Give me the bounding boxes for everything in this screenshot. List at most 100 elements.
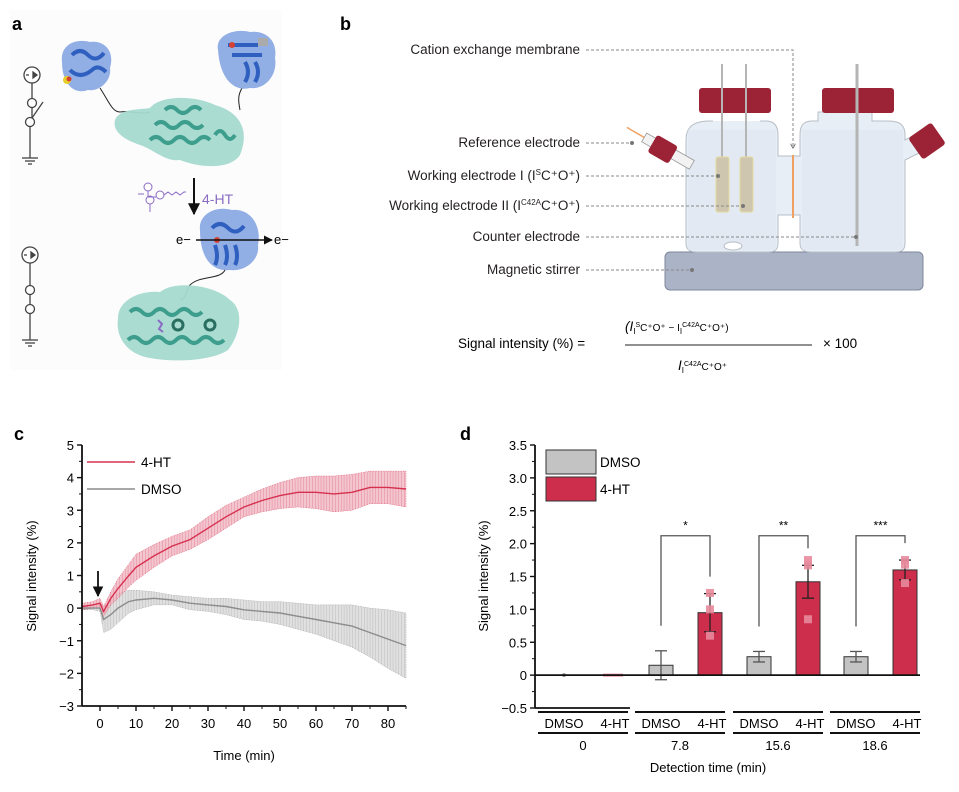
side-port-cap (909, 123, 945, 159)
significance-label: * (683, 519, 688, 533)
y-tick-label: −2 (59, 666, 74, 681)
y-tick-label: 0 (67, 601, 74, 616)
data-point (901, 556, 909, 565)
sub-label-4ht: 4-HT (601, 716, 630, 731)
legend-swatch-4-ht (545, 476, 597, 502)
error-band-4-ht (81, 470, 407, 617)
label-magnetic-stirrer: Magnetic stirrer (487, 262, 581, 277)
sub-label-dmso: DMSO (837, 716, 876, 731)
x-tick-label: 80 (381, 716, 395, 731)
label-working-electrode-2: Working electrode II (IC42AC⁺O⁺) (389, 198, 580, 213)
panel-b: b Cation exchange membrane Reference ele… (340, 14, 945, 375)
bar-4-ht-18.6 (892, 569, 918, 676)
sub-label-dmso: DMSO (642, 716, 681, 731)
working-electrode-2 (739, 156, 754, 213)
y-tick-label: 1.0 (509, 602, 527, 617)
working-electrode-1 (715, 156, 730, 213)
error-band-dmso (81, 589, 407, 679)
sub-label-4ht: 4-HT (796, 716, 825, 731)
equation-lhs: Signal intensity (%) = (458, 336, 585, 351)
label-counter-electrode: Counter electrode (473, 229, 580, 244)
protein-open-state (61, 30, 276, 167)
circuit-closed-icon (21, 246, 39, 347)
legend-swatch-dmso (545, 449, 597, 475)
y-tick-label: 3.0 (509, 471, 527, 486)
electron-in-label: e− (176, 232, 191, 247)
data-point (804, 561, 812, 570)
panel-c-letter: c (14, 424, 24, 444)
y-tick-label: −3 (59, 699, 74, 714)
sub-label-4ht: 4-HT (698, 716, 727, 731)
y-tick-label: 0.5 (509, 635, 527, 650)
category-label: 0 (579, 738, 586, 753)
left-vessel-cap (699, 88, 771, 113)
significance-bracket (855, 535, 906, 627)
sub-label-dmso: DMSO (740, 716, 779, 731)
panel-b-letter: b (340, 14, 351, 34)
electron-out-label: e− (274, 232, 289, 247)
ligand-4ht-icon (138, 182, 186, 212)
equation-denominator: IIC42AC⁺O⁺ (678, 358, 727, 375)
circuit-open-icon (22, 66, 44, 165)
panel-d-ylabel: Signal intensity (%) (476, 520, 491, 631)
significance-bracket (660, 535, 711, 626)
data-point (706, 605, 714, 614)
reference-electrode (626, 126, 695, 170)
label-reference-electrode: Reference electrode (458, 135, 580, 150)
label-working-electrode-1: Working electrode I (ISC⁺O⁺) (408, 168, 580, 183)
panel-a: a (10, 10, 289, 370)
panel-d-letter: d (460, 424, 471, 444)
panel-a-letter-top: a (12, 14, 23, 34)
y-tick-label: −0.5 (501, 701, 527, 716)
significance-label: ** (779, 519, 789, 533)
series-line-dmso (82, 597, 407, 647)
data-point (706, 588, 714, 597)
category-label: 15.6 (765, 738, 790, 753)
x-tick-label: 30 (201, 716, 215, 731)
y-tick-label: 2.0 (509, 537, 527, 552)
x-tick-label: 40 (237, 716, 251, 731)
category-label: 18.6 (862, 738, 887, 753)
x-tick-label: 60 (309, 716, 323, 731)
legend-label-dmso: DMSO (141, 482, 182, 497)
series-line-4-ht (81, 486, 407, 613)
legend-label-4-ht: 4-HT (600, 482, 630, 497)
x-tick-label: 50 (273, 716, 287, 731)
y-tick-label: 0 (520, 668, 527, 683)
x-tick-label: 10 (129, 716, 143, 731)
y-tick-label: 1 (67, 569, 74, 584)
legend-label-4-ht: 4-HT (141, 455, 171, 470)
panel-c-xlabel: Time (min) (213, 748, 275, 763)
y-tick-label: 3.5 (509, 438, 527, 453)
legend-label-dmso: DMSO (600, 455, 641, 470)
significance-bracket (758, 535, 809, 627)
data-point (901, 579, 909, 588)
panel-d-xlabel: Detection time (min) (650, 760, 766, 775)
data-point (706, 631, 714, 640)
equation-numerator: (IISC⁺O⁺ − IIC42AC⁺O⁺) (625, 319, 729, 336)
sub-label-dmso: DMSO (545, 716, 584, 731)
x-tick-label: 0 (96, 716, 103, 731)
y-tick-label: 5 (67, 438, 74, 453)
equation-multiplier: × 100 (823, 336, 857, 351)
y-tick-label: 2 (67, 536, 74, 551)
electrochemical-cell-diagram (586, 49, 945, 291)
y-tick-label: −1 (59, 634, 74, 649)
data-point (804, 615, 812, 624)
significance-label: *** (873, 519, 887, 533)
label-cation-exchange-membrane: Cation exchange membrane (410, 42, 580, 57)
y-tick-label: 2.5 (509, 504, 527, 519)
x-tick-label: 70 (345, 716, 359, 731)
y-tick-label: 4 (67, 471, 74, 486)
y-tick-label: 1.5 (509, 570, 527, 585)
category-label: 7.8 (671, 738, 689, 753)
signal-intensity-equation: Signal intensity (%) = (IISC⁺O⁺ − IIC42A… (458, 319, 857, 375)
data-point (804, 556, 812, 565)
magnetic-stirrer-plate (664, 251, 924, 291)
sub-label-4ht: 4-HT (893, 716, 922, 731)
data-point (901, 560, 909, 569)
ligand-label: 4-HT (202, 191, 234, 207)
